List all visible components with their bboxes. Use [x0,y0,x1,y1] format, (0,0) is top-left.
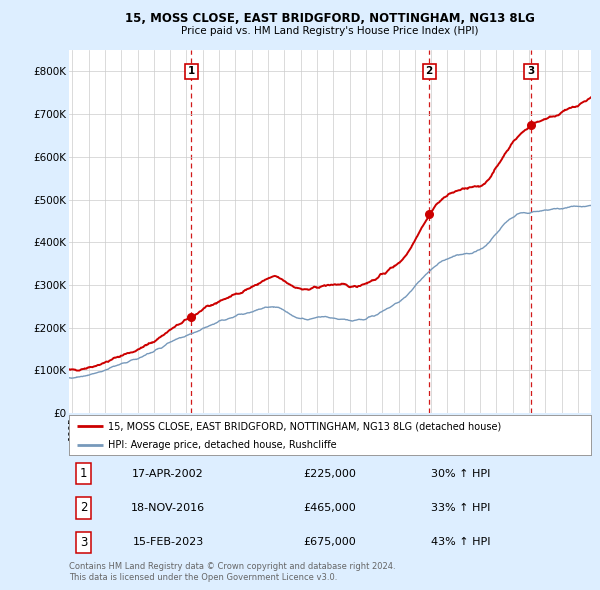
Text: £225,000: £225,000 [304,469,356,478]
Text: This data is licensed under the Open Government Licence v3.0.: This data is licensed under the Open Gov… [69,572,337,582]
Text: £675,000: £675,000 [304,537,356,547]
Text: 1: 1 [80,467,88,480]
Text: £465,000: £465,000 [304,503,356,513]
Text: 3: 3 [527,67,535,77]
Text: 17-APR-2002: 17-APR-2002 [133,469,204,478]
Text: 30% ↑ HPI: 30% ↑ HPI [431,469,490,478]
Text: 18-NOV-2016: 18-NOV-2016 [131,503,205,513]
Text: 15, MOSS CLOSE, EAST BRIDGFORD, NOTTINGHAM, NG13 8LG: 15, MOSS CLOSE, EAST BRIDGFORD, NOTTINGH… [125,12,535,25]
Text: Price paid vs. HM Land Registry's House Price Index (HPI): Price paid vs. HM Land Registry's House … [181,26,479,35]
Text: 2: 2 [425,67,433,77]
Text: 43% ↑ HPI: 43% ↑ HPI [431,537,490,547]
Text: 33% ↑ HPI: 33% ↑ HPI [431,503,490,513]
Text: 15-FEB-2023: 15-FEB-2023 [133,537,204,547]
Text: 15, MOSS CLOSE, EAST BRIDGFORD, NOTTINGHAM, NG13 8LG (detached house): 15, MOSS CLOSE, EAST BRIDGFORD, NOTTINGH… [108,421,502,431]
Text: 3: 3 [80,536,88,549]
Text: 2: 2 [80,502,88,514]
Text: 1: 1 [188,67,195,77]
Text: HPI: Average price, detached house, Rushcliffe: HPI: Average price, detached house, Rush… [108,440,337,450]
Text: Contains HM Land Registry data © Crown copyright and database right 2024.: Contains HM Land Registry data © Crown c… [69,562,395,571]
